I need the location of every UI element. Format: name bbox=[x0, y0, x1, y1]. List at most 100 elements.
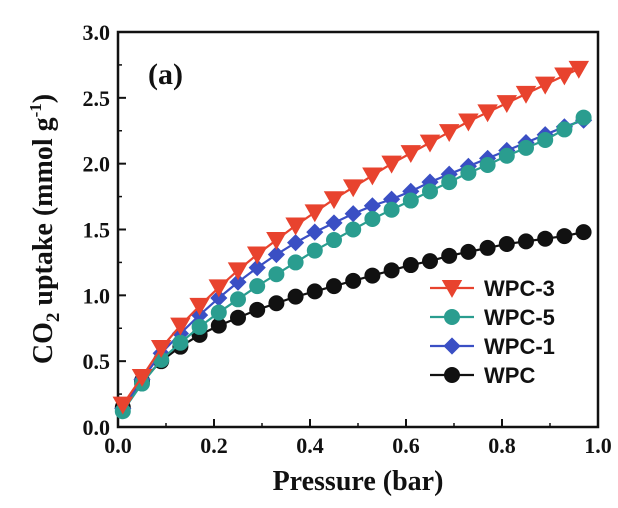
legend-marker-wpc bbox=[444, 367, 460, 383]
data-point-wpc-5 bbox=[441, 174, 458, 191]
data-point-wpc-1 bbox=[306, 223, 324, 241]
series-group bbox=[112, 60, 593, 420]
data-point-wpc-3 bbox=[323, 191, 345, 210]
y-tick-label: 0.5 bbox=[83, 349, 111, 374]
panel-label: (a) bbox=[148, 58, 183, 91]
data-point-wpc-3 bbox=[515, 85, 537, 104]
data-point-wpc bbox=[287, 288, 304, 305]
series-wpc-3 bbox=[112, 60, 590, 415]
y-tick-label: 3.0 bbox=[83, 20, 111, 45]
data-point-wpc-3 bbox=[170, 317, 191, 336]
x-tick-label: 0.6 bbox=[392, 433, 420, 458]
y-axis-title-part-co: CO bbox=[28, 322, 59, 364]
legend-marker-wpc-5 bbox=[444, 309, 460, 325]
x-axis-title: Pressure (bar) bbox=[273, 466, 444, 497]
data-point-wpc bbox=[402, 257, 419, 274]
data-point-wpc-5 bbox=[537, 131, 554, 148]
data-point-wpc-5 bbox=[422, 183, 438, 200]
data-point-wpc bbox=[326, 278, 342, 295]
data-point-wpc-5 bbox=[556, 121, 573, 138]
axis-ticks: 0.0 0.2 0.4 0.6 0.8 1.0 0.0 0.5 1.0 1.5 2.0 2.5 3.0 bbox=[83, 20, 612, 458]
data-point-wpc-1 bbox=[344, 205, 362, 223]
data-point-wpc-5 bbox=[306, 242, 323, 259]
y-tick-label: 2.5 bbox=[83, 86, 111, 111]
legend: WPC-3 WPC-5 WPC-1 WPC bbox=[430, 276, 555, 388]
data-point-wpc-3 bbox=[568, 60, 590, 79]
data-point-wpc-3 bbox=[381, 155, 402, 174]
data-point-wpc-1 bbox=[248, 259, 266, 277]
data-point-wpc bbox=[268, 295, 285, 312]
y-axis-title: CO2 uptake (mmol g-1) bbox=[26, 94, 64, 364]
data-point-wpc bbox=[249, 301, 266, 318]
data-point-wpc-3 bbox=[150, 340, 172, 358]
data-point-wpc-3 bbox=[208, 279, 230, 298]
data-point-wpc-1 bbox=[229, 273, 247, 291]
legend-marker-wpc-1 bbox=[443, 337, 461, 355]
data-point-wpc bbox=[345, 272, 362, 289]
data-point-wpc-5 bbox=[287, 254, 304, 271]
data-point-wpc-3 bbox=[131, 368, 153, 387]
data-point-wpc bbox=[383, 262, 400, 279]
data-point-wpc bbox=[306, 283, 323, 300]
data-point-wpc-5 bbox=[460, 164, 477, 181]
data-point-wpc bbox=[422, 253, 438, 270]
legend-label-wpc-5: WPC-5 bbox=[484, 305, 555, 330]
data-point-wpc bbox=[479, 239, 496, 256]
data-point-wpc-3 bbox=[534, 76, 556, 95]
data-point-wpc-3 bbox=[438, 124, 460, 142]
x-tick-label: 0.0 bbox=[104, 433, 132, 458]
data-point-wpc-5 bbox=[172, 334, 189, 351]
data-point-wpc-3 bbox=[227, 262, 249, 281]
data-point-wpc bbox=[230, 309, 246, 326]
data-point-wpc bbox=[518, 233, 534, 250]
x-tick-label: 0.8 bbox=[488, 433, 516, 458]
data-point-wpc-3 bbox=[304, 204, 326, 223]
y-tick-label: 1.0 bbox=[83, 283, 111, 308]
data-point-wpc-3 bbox=[362, 167, 383, 186]
y-axis-title-sub-2: 2 bbox=[43, 313, 64, 323]
y-tick-label: 2.0 bbox=[83, 152, 111, 177]
data-point-wpc-5 bbox=[402, 192, 419, 209]
data-point-wpc-3 bbox=[266, 232, 287, 250]
legend-item-wpc-1: WPC-1 bbox=[430, 334, 555, 359]
data-point-wpc-3 bbox=[285, 217, 306, 236]
data-point-wpc-5 bbox=[326, 232, 342, 249]
y-axis-title-part-close: ) bbox=[28, 94, 59, 103]
data-point-wpc-5 bbox=[575, 109, 592, 126]
x-tick-label: 0.2 bbox=[200, 433, 228, 458]
x-tick-label: 1.0 bbox=[584, 433, 612, 458]
data-point-wpc-5 bbox=[230, 291, 246, 308]
data-point-wpc-3 bbox=[419, 134, 441, 153]
data-point-wpc-3 bbox=[112, 396, 134, 415]
y-axis-title-sup-neg1: -1 bbox=[26, 103, 45, 117]
data-point-wpc-5 bbox=[249, 278, 266, 295]
data-point-wpc-5 bbox=[210, 304, 227, 321]
data-point-wpc-3 bbox=[458, 113, 479, 132]
data-point-wpc-5 bbox=[364, 210, 381, 227]
data-point-wpc-3 bbox=[554, 67, 575, 86]
data-point-wpc-5 bbox=[268, 266, 285, 283]
data-point-wpc-3 bbox=[477, 104, 498, 123]
data-point-wpc bbox=[441, 247, 458, 264]
x-tick-label: 0.4 bbox=[296, 433, 324, 458]
data-point-wpc-1 bbox=[267, 245, 285, 264]
legend-item-wpc-3: WPC-3 bbox=[430, 276, 555, 301]
data-point-wpc bbox=[575, 224, 592, 241]
data-point-wpc-3 bbox=[496, 95, 518, 114]
data-point-wpc bbox=[498, 235, 515, 252]
data-point-wpc bbox=[556, 228, 573, 245]
data-point-wpc bbox=[364, 267, 381, 284]
series-wpc-5 bbox=[114, 109, 592, 420]
data-point-wpc bbox=[537, 230, 554, 247]
data-point-wpc-3 bbox=[246, 246, 268, 265]
legend-label-wpc: WPC bbox=[484, 363, 535, 388]
legend-label-wpc-1: WPC-1 bbox=[484, 334, 555, 359]
data-point-wpc-3 bbox=[400, 145, 422, 164]
data-point-wpc-5 bbox=[479, 156, 496, 173]
data-point-wpc-1 bbox=[325, 214, 343, 232]
legend-marker-wpc-3 bbox=[441, 280, 463, 298]
y-axis-title-part-uptake: uptake (mmol g bbox=[28, 117, 59, 312]
data-point-wpc-3 bbox=[189, 297, 210, 316]
data-point-wpc bbox=[460, 243, 477, 260]
data-point-wpc-5 bbox=[518, 139, 534, 156]
